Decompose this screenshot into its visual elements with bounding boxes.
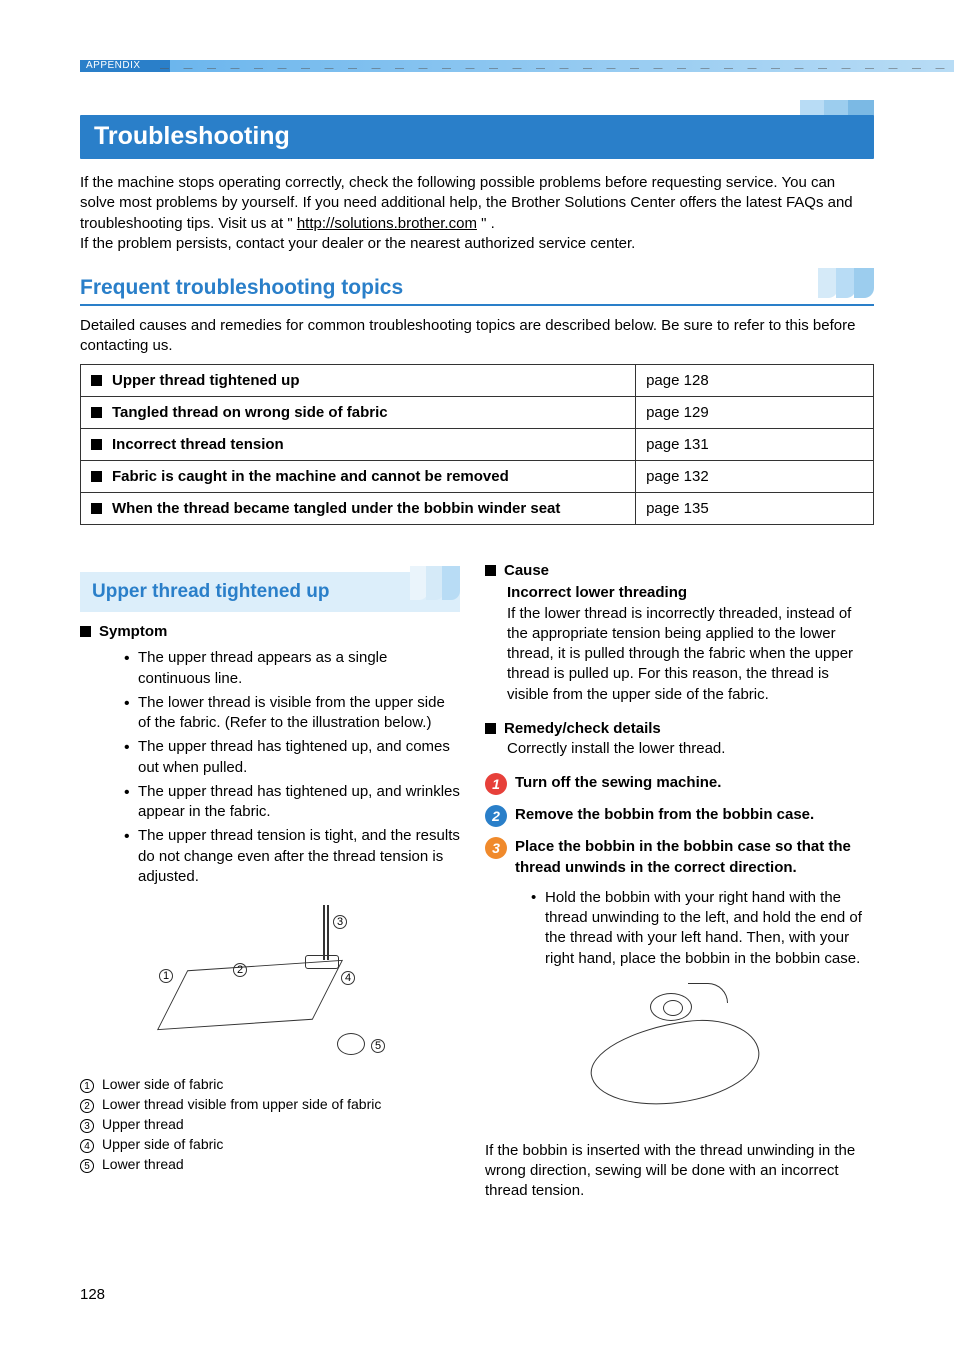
step-text: Turn off the sewing machine. bbox=[515, 773, 874, 793]
bullet-square-icon bbox=[485, 723, 496, 734]
cause-title: Incorrect lower threading bbox=[507, 583, 874, 603]
list-item: Hold the bobbin with your right hand wit… bbox=[531, 888, 874, 969]
frequent-desc: Detailed causes and remedies for common … bbox=[80, 316, 874, 357]
step-badge-icon: 2 bbox=[485, 805, 507, 827]
topic-text: Fabric is caught in the machine and cann… bbox=[112, 468, 509, 485]
cause-label: Cause bbox=[504, 562, 549, 579]
topic-page: page 135 bbox=[636, 493, 874, 525]
topic-page: page 132 bbox=[636, 461, 874, 493]
solutions-link[interactable]: http://solutions.brother.com bbox=[297, 215, 477, 232]
topic-text: Incorrect thread tension bbox=[112, 436, 284, 453]
section-tab-decor bbox=[412, 566, 460, 600]
step-row: 2 Remove the bobbin from the bobbin case… bbox=[485, 805, 874, 827]
step-sublist: Hold the bobbin with your right hand wit… bbox=[531, 888, 874, 969]
remedy-desc: Correctly install the lower thread. bbox=[507, 739, 874, 759]
legend-text: Lower side of fabric bbox=[102, 1076, 223, 1092]
topic-page: page 129 bbox=[636, 397, 874, 429]
legend-num-icon: 5 bbox=[80, 1159, 94, 1173]
fabric-diagram: 1 2 3 4 5 bbox=[155, 905, 385, 1065]
topics-table: Upper thread tightened up page 128 Tangl… bbox=[80, 364, 874, 525]
closing-text: If the bobbin is inserted with the threa… bbox=[485, 1141, 874, 1202]
bobbin-diagram bbox=[560, 983, 800, 1133]
left-column: Symptom The upper thread appears as a si… bbox=[80, 622, 460, 1174]
step-row: 3 Place the bobbin in the bobbin case so… bbox=[485, 837, 874, 878]
topic-text: Upper thread tightened up bbox=[112, 372, 300, 389]
intro-p1b: " . bbox=[477, 215, 495, 232]
symptom-label: Symptom bbox=[99, 623, 167, 640]
list-item: The upper thread appears as a single con… bbox=[124, 648, 460, 689]
diagram-legend: 1 Lower side of fabric 2 Lower thread visi… bbox=[80, 1075, 460, 1173]
legend-text: Lower thread visible from upper side of … bbox=[102, 1096, 381, 1112]
legend-num-icon: 3 bbox=[80, 1119, 94, 1133]
legend-num-icon: 2 bbox=[80, 1099, 94, 1113]
bullet-square-icon bbox=[91, 375, 102, 386]
right-column: Cause Incorrect lower threading If the l… bbox=[485, 561, 874, 1202]
topic-page: page 128 bbox=[636, 365, 874, 397]
step-row: 1 Turn off the sewing machine. bbox=[485, 773, 874, 795]
bullet-square-icon bbox=[485, 565, 496, 576]
table-row: Incorrect thread tension page 131 bbox=[81, 429, 874, 461]
step-badge-icon: 3 bbox=[485, 837, 507, 859]
list-item: The upper thread has tightened up, and w… bbox=[124, 782, 460, 823]
topic-page: page 131 bbox=[636, 429, 874, 461]
subheading-tab-decor bbox=[820, 268, 874, 298]
cause-body: If the lower thread is incorrectly threa… bbox=[507, 604, 874, 705]
section-heading: Upper thread tightened up bbox=[92, 581, 448, 603]
intro-p2: If the problem persists, contact your de… bbox=[80, 235, 635, 252]
legend-text: Lower thread bbox=[102, 1156, 184, 1172]
legend-text: Upper thread bbox=[102, 1116, 184, 1132]
step-text: Remove the bobbin from the bobbin case. bbox=[515, 805, 874, 825]
frequent-heading-wrap: Frequent troubleshooting topics bbox=[80, 276, 874, 306]
legend-text: Upper side of fabric bbox=[102, 1136, 223, 1152]
bullet-square-icon bbox=[91, 407, 102, 418]
header-dashes: — — — — — — — — — — — — — — — — — — — — … bbox=[160, 63, 954, 69]
legend-num-icon: 4 bbox=[80, 1139, 94, 1153]
symptom-list: The upper thread appears as a single con… bbox=[124, 648, 460, 887]
legend-num-icon: 1 bbox=[80, 1079, 94, 1093]
list-item: The upper thread has tightened up, and c… bbox=[124, 737, 460, 778]
table-row: Upper thread tightened up page 128 bbox=[81, 365, 874, 397]
table-row: Fabric is caught in the machine and cann… bbox=[81, 461, 874, 493]
table-row: Tangled thread on wrong side of fabric p… bbox=[81, 397, 874, 429]
bullet-square-icon bbox=[80, 626, 91, 637]
remedy-label: Remedy/check details bbox=[504, 720, 661, 737]
step-badge-icon: 1 bbox=[485, 773, 507, 795]
bullet-square-icon bbox=[91, 439, 102, 450]
topic-text: When the thread became tangled under the… bbox=[112, 500, 560, 517]
main-title-bar: Troubleshooting bbox=[80, 115, 874, 159]
bullet-square-icon bbox=[91, 471, 102, 482]
section-heading-box: Upper thread tightened up bbox=[80, 572, 460, 612]
list-item: The upper thread tension is tight, and t… bbox=[124, 826, 460, 887]
list-item: The lower thread is visible from the upp… bbox=[124, 693, 460, 734]
main-title: Troubleshooting bbox=[94, 122, 860, 151]
table-row: When the thread became tangled under the… bbox=[81, 493, 874, 525]
intro-text: If the machine stops operating correctly… bbox=[80, 173, 874, 254]
topic-text: Tangled thread on wrong side of fabric bbox=[112, 404, 388, 421]
section-label: APPENDIX bbox=[86, 60, 141, 72]
frequent-heading: Frequent troubleshooting topics bbox=[80, 276, 874, 306]
step-text: Place the bobbin in the bobbin case so t… bbox=[515, 837, 874, 878]
bullet-square-icon bbox=[91, 503, 102, 514]
page-number: 128 bbox=[80, 1286, 105, 1303]
